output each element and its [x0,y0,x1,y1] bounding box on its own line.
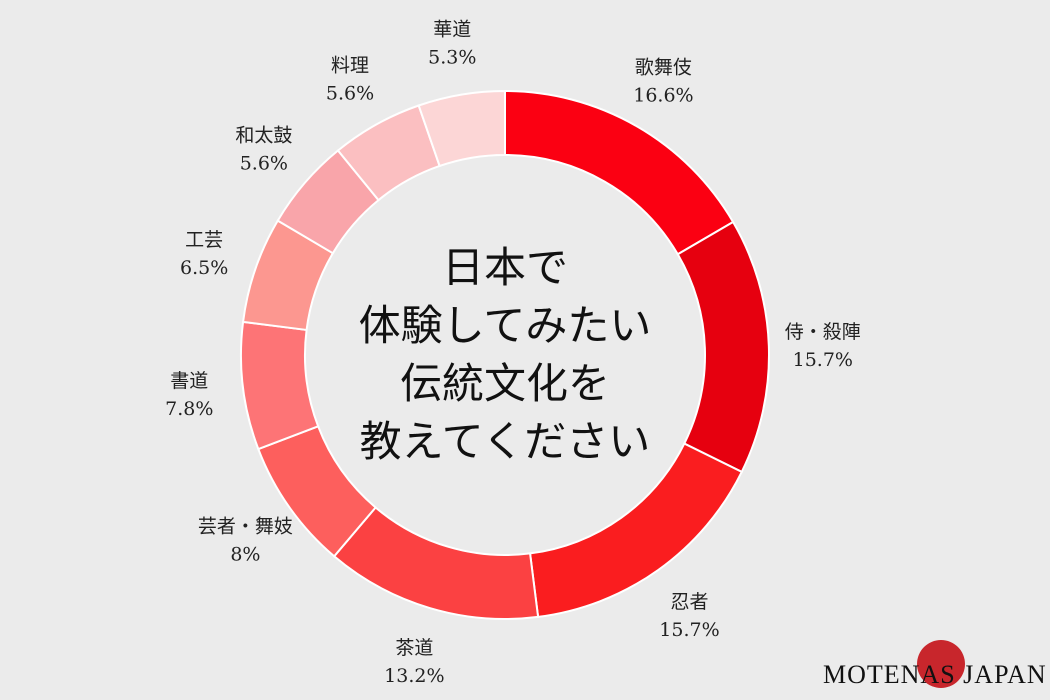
slice-value-7: 6.5% [180,257,228,279]
center-title-line-2: 体験してみたい [359,301,652,350]
slice-label-6: 書道 [170,370,208,392]
slice-value-2: 15.7% [793,349,853,371]
slice-label-7: 工芸 [185,229,223,251]
center-title-line-4: 教えてください [360,417,651,466]
slice-6 [240,320,320,451]
slice-2 [676,220,770,474]
slice-value-10: 5.3% [428,46,476,68]
slice-value-6: 7.8% [165,398,213,420]
center-title-line-3: 伝統文化を [400,359,610,408]
slice-value-3: 15.7% [659,619,719,641]
slice-value-8: 5.6% [240,153,288,175]
slice-labels: 歌舞伎 16.6% 侍・殺陣 15.7% 忍者 15.7% 茶道 13.2% 芸者・舞妓 8% 書道… [165,18,861,686]
slice-label-9: 料理 [331,54,369,76]
slice-label-4: 茶道 [395,637,433,659]
brand-sun-logo [917,640,965,688]
slice-10 [417,89,506,168]
slice-label-8: 和太鼓 [235,125,292,147]
slice-1 [504,89,735,256]
brand-logo-text: MOTENAS JAPAN [823,660,1047,689]
slice-4 [332,506,540,620]
slice-label-10: 華道 [433,18,471,40]
slice-3 [528,442,744,619]
slice-label-3: 忍者 [670,591,708,613]
slice-label-2: 侍・殺陣 [785,321,861,343]
slice-value-5: 8% [230,544,260,566]
slice-label-1: 歌舞伎 [635,56,692,78]
center-title-line-1: 日本で [442,243,568,292]
slice-label-5: 芸者・舞妓 [198,516,293,538]
slice-value-1: 16.6% [633,84,693,106]
slice-value-9: 5.6% [326,82,374,104]
donut-slices [240,89,770,620]
slice-value-4: 13.2% [384,665,444,687]
